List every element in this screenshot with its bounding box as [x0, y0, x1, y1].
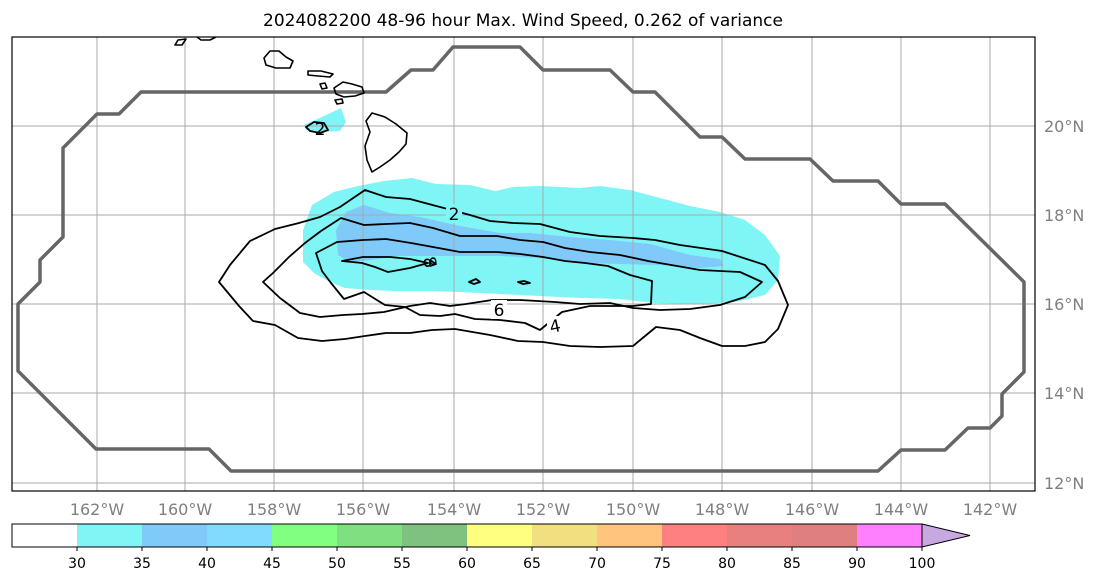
- colorbar-segment: [662, 524, 727, 547]
- colorbar-label: 90: [848, 556, 866, 572]
- map-frame: [11, 36, 1036, 492]
- fill-35-40: [336, 205, 724, 268]
- colorbar-segment: [727, 524, 792, 547]
- contour-labels: 2 2 4 6 8: [315, 120, 563, 338]
- lon-label: 152°W: [516, 500, 571, 519]
- latitude-labels: 20°N 18°N 16°N 14°N 12°N: [1044, 117, 1084, 493]
- coast-molokai: [307, 70, 334, 78]
- contour-label-8: 8: [418, 254, 440, 270]
- contours: [218, 121, 789, 348]
- colorbar-label: 70: [588, 556, 606, 572]
- lon-label: 154°W: [427, 500, 482, 519]
- coastlines: [174, 37, 408, 173]
- lon-label: 148°W: [695, 500, 750, 519]
- colorbar-extend-arrow: [921, 523, 971, 548]
- lon-label: 146°W: [785, 500, 840, 519]
- colorbar-segment: [12, 524, 77, 547]
- colorbar-segment: [532, 524, 597, 547]
- colorbar-segment: [207, 524, 272, 547]
- lon-label: 156°W: [336, 500, 391, 519]
- lat-label: 16°N: [1044, 295, 1084, 314]
- coast-hawaii: [364, 112, 408, 173]
- contour-2-island: [305, 121, 329, 134]
- contour-8: [341, 256, 437, 273]
- coast-lanai: [319, 82, 328, 90]
- contour-label-2-island: 2: [315, 120, 326, 140]
- colorbar-segment: [272, 524, 337, 547]
- colorbar-label: 65: [523, 556, 541, 572]
- colorbar-segment: [337, 524, 402, 547]
- colorbar-label: 75: [653, 556, 671, 572]
- contour-2: [218, 189, 789, 348]
- contour-small-1: [468, 278, 481, 285]
- lat-label: 18°N: [1044, 206, 1084, 225]
- colorbar-label: 35: [133, 556, 151, 572]
- lon-label: 158°W: [247, 500, 302, 519]
- colorbar-label: 80: [718, 556, 736, 572]
- colorbar-label: 100: [909, 556, 936, 572]
- colorbar-segment: [77, 524, 142, 547]
- colorbar-label: 45: [263, 556, 281, 572]
- colorbar-label: 60: [458, 556, 476, 572]
- colorbar-segment: [467, 524, 532, 547]
- lon-label: 142°W: [963, 500, 1018, 519]
- colorbar-label: 30: [68, 556, 86, 572]
- colorbar-label: 40: [198, 556, 216, 572]
- coast-kahoolawe: [334, 98, 344, 105]
- contour-6: [315, 238, 653, 331]
- colorbar-segment: [142, 524, 207, 547]
- map-area: 2 2 4 6 8 162°W 160°W 158°W 156°W 154°W …: [11, 36, 1084, 519]
- lat-label: 14°N: [1044, 384, 1084, 403]
- contour-label-6: 6: [494, 301, 505, 321]
- colorbar: 30 35 40 45 50 55 60 65 70 75 80 85 90 100: [11, 523, 971, 572]
- coast-kauai-partial: [174, 38, 187, 46]
- lon-label: 162°W: [70, 500, 125, 519]
- lat-label: 12°N: [1044, 474, 1084, 493]
- coast-maui: [333, 81, 365, 98]
- contour-4: [262, 217, 763, 318]
- lat-label: 20°N: [1044, 117, 1084, 136]
- colorbar-label: 55: [393, 556, 411, 572]
- coast-niihau: [196, 37, 217, 41]
- contour-small-2: [517, 280, 531, 285]
- colorbar-segment: [857, 524, 922, 547]
- colorbar-label: 50: [328, 556, 346, 572]
- chart-title: 2024082200 48-96 hour Max. Wind Speed, 0…: [263, 11, 783, 31]
- contour-label-4: 4: [548, 316, 563, 338]
- longitude-labels: 162°W 160°W 158°W 156°W 154°W 152°W 150°…: [70, 500, 1018, 519]
- colorbar-segment: [597, 524, 662, 547]
- colorbar-segment: [402, 524, 467, 547]
- lon-label: 160°W: [158, 500, 213, 519]
- coast-oahu: [263, 50, 294, 69]
- gridlines: [12, 37, 1035, 491]
- contour-label-2-main: 2: [449, 205, 460, 225]
- outer-boundary: [16, 45, 1026, 473]
- lon-label: 150°W: [606, 500, 661, 519]
- colorbar-segment: [792, 524, 857, 547]
- lon-label: 144°W: [874, 500, 929, 519]
- colorbar-label: 85: [783, 556, 801, 572]
